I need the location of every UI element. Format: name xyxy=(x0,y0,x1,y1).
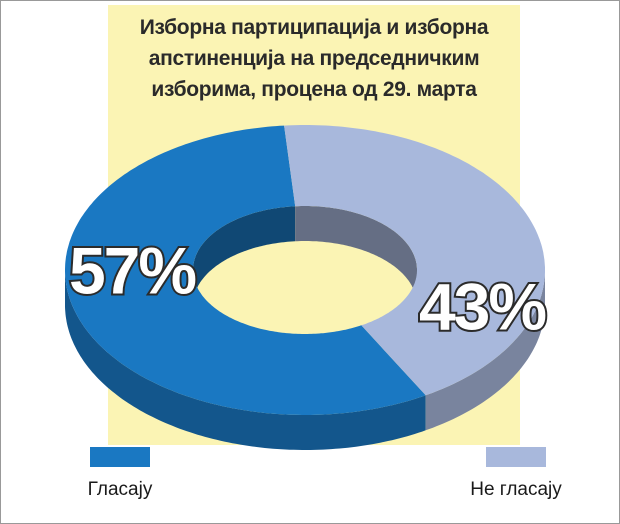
slice-outer-wall xyxy=(65,271,426,450)
legend-swatch xyxy=(486,447,546,467)
slice-outer-wall xyxy=(425,272,545,431)
legend-label: Не гласају xyxy=(470,479,562,500)
slice xyxy=(284,125,545,396)
chart-title: Изборна партиципација и изборна апстинен… xyxy=(139,16,489,101)
slice xyxy=(65,125,426,415)
legend-label: Гласају xyxy=(88,479,153,500)
slice-inner-wall xyxy=(193,206,296,305)
slice-inner-wall xyxy=(295,206,417,305)
value-label: 57% xyxy=(69,233,195,307)
legend-swatch xyxy=(90,447,150,467)
value-label: 43% xyxy=(419,269,545,343)
